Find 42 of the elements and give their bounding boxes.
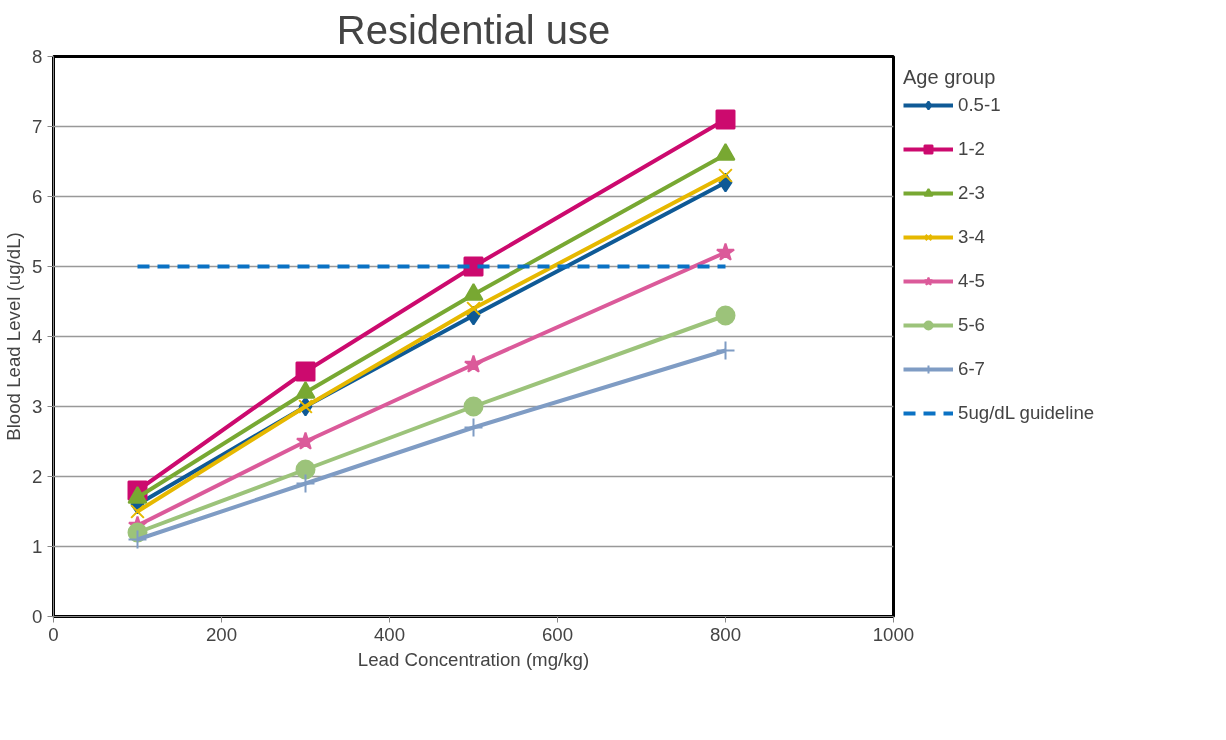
point [715, 109, 736, 130]
legend-label: 5ug/dL guideline [958, 402, 1095, 424]
x-tick-label: 600 [541, 623, 574, 645]
legend-title: Age group [903, 66, 997, 89]
point [295, 361, 316, 382]
x-tick-label: 0 [48, 623, 59, 645]
point [463, 354, 484, 373]
point [463, 417, 484, 438]
point [718, 168, 733, 183]
legend-label: 0.5-1 [958, 94, 1001, 116]
x-axis-title: Lead Concentration (mg/kg) [357, 648, 590, 670]
legend-label: 3-4 [958, 226, 985, 248]
y-tick-label: 4 [32, 326, 43, 347]
y-tick-label: 2 [32, 466, 43, 487]
y-axis-title: Blood Lead Level (ug/dL) [3, 232, 25, 441]
y-tick-label: 3 [32, 396, 43, 417]
x-tick-label: 800 [709, 623, 742, 645]
chart-title: Residential use [336, 7, 611, 52]
point [466, 301, 481, 316]
x-tick-label: 1000 [872, 623, 915, 645]
point [127, 529, 148, 550]
legend-label: 5-6 [958, 314, 985, 336]
point [715, 305, 736, 326]
y-tick-label: 8 [32, 46, 43, 67]
x-tick-label: 200 [205, 623, 238, 645]
y-tick-label: 7 [32, 116, 43, 137]
point [295, 459, 316, 480]
y-tick-label: 0 [32, 606, 43, 627]
y-tick-label: 1 [32, 536, 43, 557]
point [715, 242, 736, 261]
legend-label: 1-2 [958, 138, 985, 160]
point [130, 504, 145, 519]
point [295, 431, 316, 450]
point [715, 340, 736, 361]
y-tick-label: 5 [32, 256, 43, 277]
legend-label: 6-7 [958, 358, 985, 380]
legend-label: 2-3 [958, 182, 985, 204]
x-tick-label: 400 [373, 623, 406, 645]
y-tick-label: 6 [32, 186, 43, 207]
point [295, 473, 316, 494]
legend-label: 4-5 [958, 270, 985, 292]
point [463, 396, 484, 417]
